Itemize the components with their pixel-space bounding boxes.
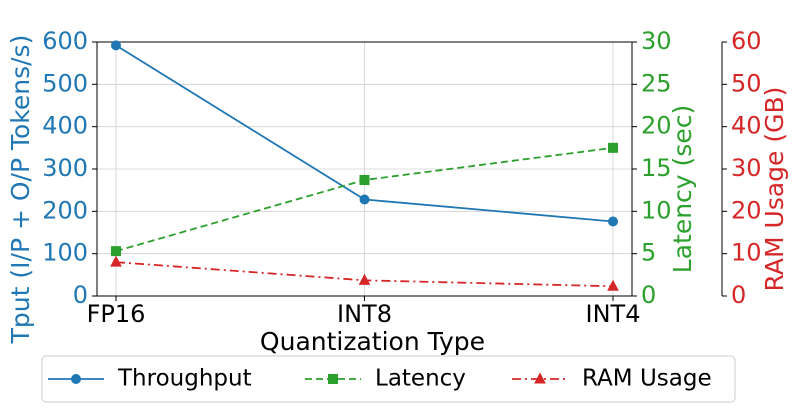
tick-label: 300: [42, 154, 88, 182]
legend-label: RAM Usage: [582, 366, 712, 392]
tick-label: 200: [42, 196, 88, 224]
tick-label: 40: [731, 112, 762, 140]
marker: [71, 374, 81, 384]
marker: [608, 216, 618, 227]
legend-item: Throughput: [48, 366, 252, 392]
tick-label: 30: [731, 154, 762, 182]
marker: [328, 374, 338, 384]
x-tick-label: INT4: [586, 300, 641, 328]
tick-label: 100: [42, 239, 88, 267]
marker: [111, 40, 121, 51]
marker: [359, 175, 370, 186]
tick-label: 30: [641, 27, 672, 55]
marker: [534, 372, 546, 384]
tick-label: 25: [641, 69, 672, 97]
tick-label: 0: [73, 281, 88, 309]
marker: [359, 194, 370, 205]
axis-title: RAM Usage (GB): [760, 87, 789, 292]
tick-label: 0: [731, 281, 746, 309]
legend-item: RAM Usage: [512, 366, 712, 392]
legend-box: [41, 355, 736, 403]
marker: [608, 142, 618, 153]
x-axis-title: Quantization Type: [260, 327, 485, 356]
tick-label: 20: [731, 196, 762, 224]
x-tick-label: FP16: [87, 300, 146, 328]
tick-label: 0: [641, 281, 656, 309]
marker: [110, 255, 122, 267]
legend-label: Latency: [375, 366, 466, 392]
tick-label: 20: [641, 112, 672, 140]
legend-label: Throughput: [117, 366, 252, 392]
axis-title: Latency (sec): [668, 105, 697, 273]
axis-title: Tput (I/P + O/P Tokens/s): [6, 35, 35, 345]
tick-label: 400: [42, 112, 88, 140]
tick-label: 60: [731, 27, 762, 55]
tick-label: 600: [42, 27, 88, 55]
tick-label: 50: [731, 69, 762, 97]
tick-label: 10: [731, 239, 762, 267]
marker: [607, 279, 619, 291]
tick-label: 5: [641, 239, 656, 267]
tick-label: 15: [641, 154, 672, 182]
x-tick-label: INT8: [337, 300, 392, 328]
marker: [358, 273, 371, 285]
tick-label: 10: [641, 196, 672, 224]
tick-label: 500: [42, 69, 88, 97]
legend-item: Latency: [305, 366, 466, 392]
marker: [111, 246, 121, 257]
